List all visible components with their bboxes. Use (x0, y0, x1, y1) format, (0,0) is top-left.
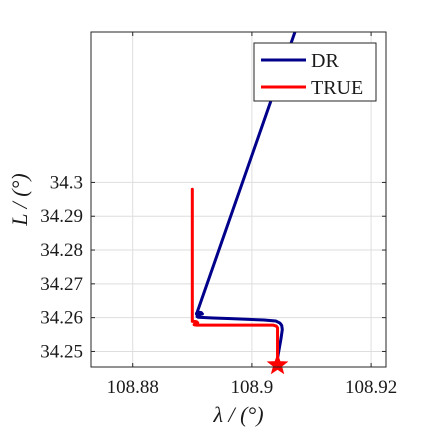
y-tick-label: 34.27 (40, 274, 83, 295)
y-tick-label: 34.3 (50, 172, 83, 193)
y-tick-label: 34.26 (40, 308, 83, 329)
y-tick-label: 34.29 (40, 206, 83, 227)
legend: DR TRUE (253, 42, 377, 102)
axis-ticks: 108.88 108.9 108.92 34.25 34.26 34.27 34.28 34.… (40, 32, 397, 398)
x-axis-label: λ / (°) (212, 402, 263, 427)
legend-label-true: TRUE (311, 77, 363, 99)
series-lines (190, 32, 297, 367)
end-point-star-marker (266, 353, 289, 375)
series-line-dr (194, 32, 297, 365)
y-tick-label: 34.25 (40, 341, 83, 362)
legend-box (253, 42, 377, 102)
x-tick-label: 108.9 (231, 377, 274, 398)
legend-label-dr: DR (311, 50, 339, 72)
plot-frame (90, 31, 387, 368)
end-marker-layer (266, 353, 289, 375)
series-line-true (190, 187, 280, 367)
y-tick-label: 34.28 (40, 240, 83, 261)
y-axis-label: L / (°) (7, 173, 32, 226)
x-tick-label: 108.88 (107, 377, 159, 398)
x-tick-label: 108.92 (345, 377, 397, 398)
